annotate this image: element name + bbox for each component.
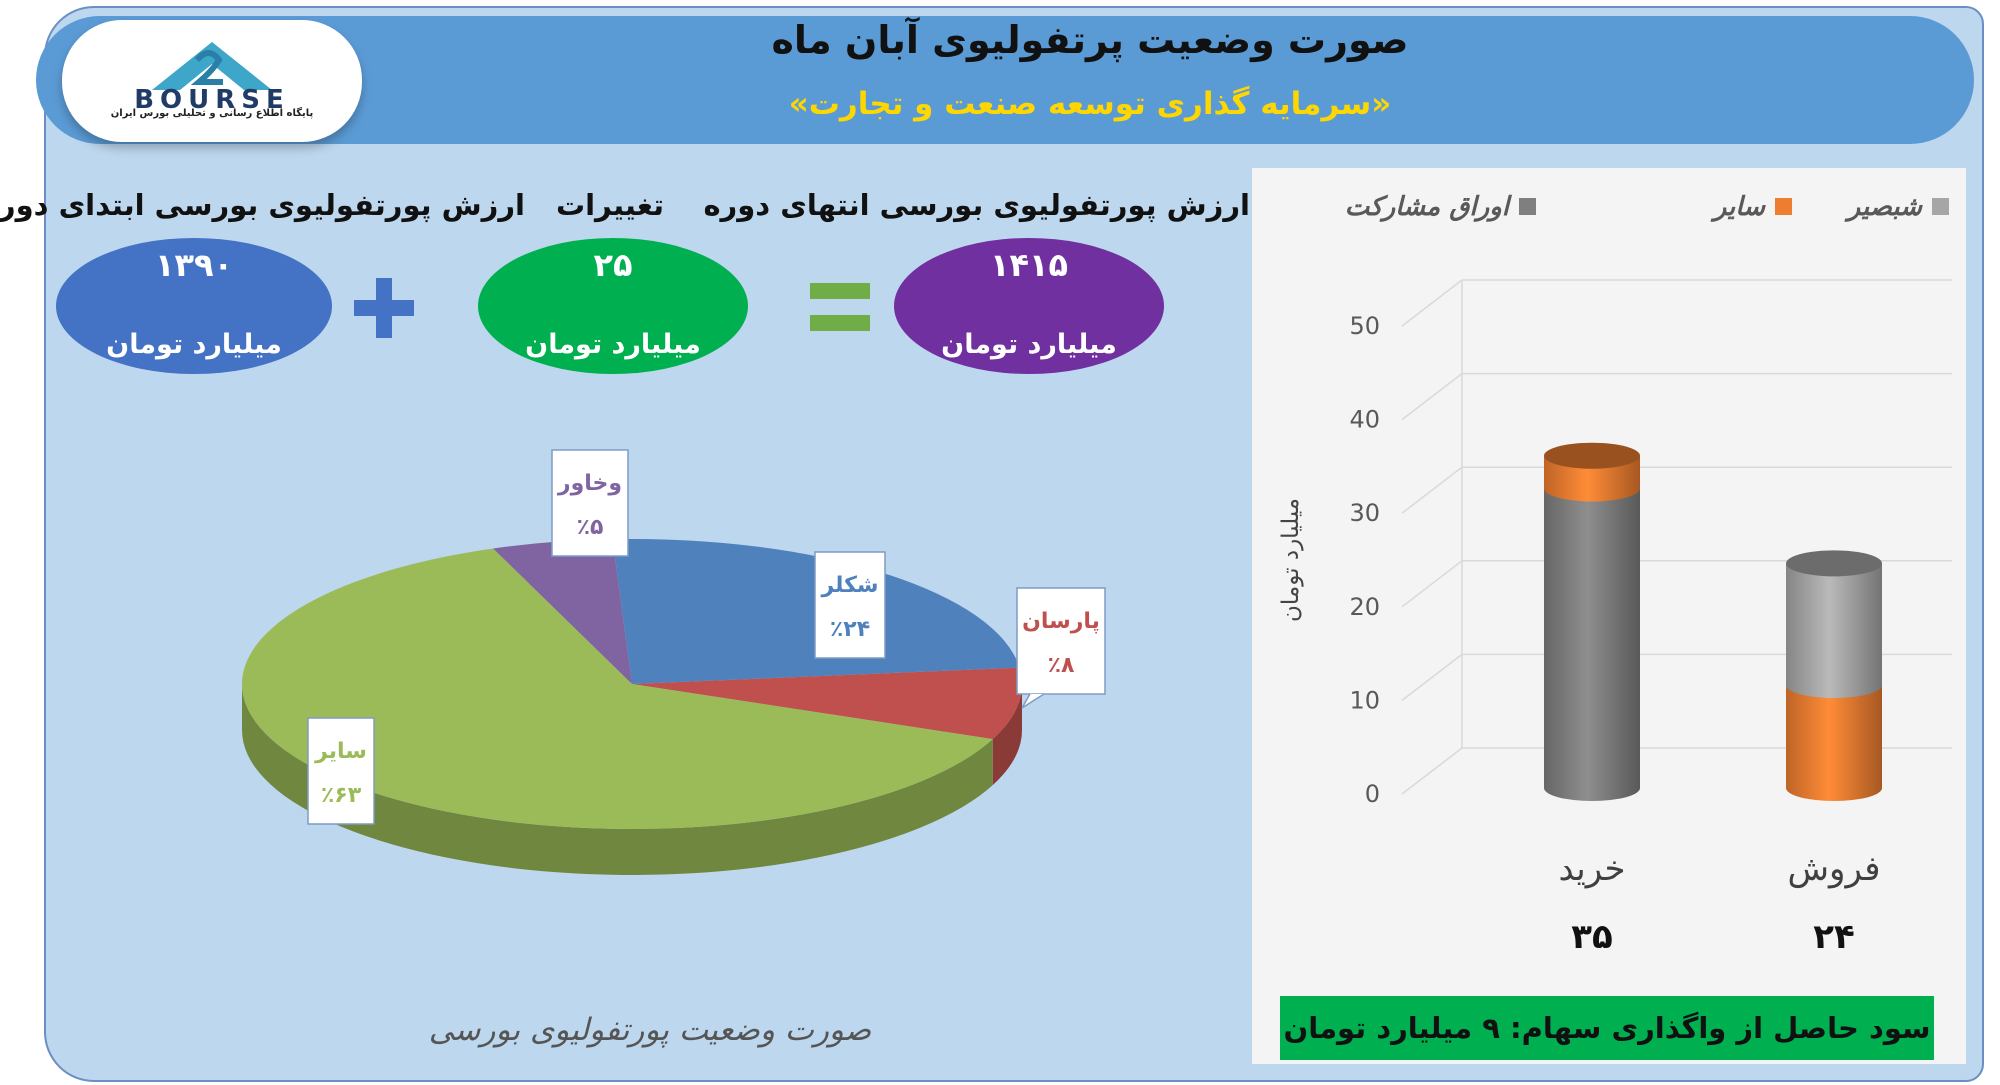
legend-label-0: شبصیر <box>1844 192 1924 222</box>
grid-diag-4 <box>1401 373 1463 421</box>
end-oval: ۱۴۱۵ میلیارد تومان <box>894 238 1164 374</box>
pie-label-name-2: سایر <box>314 739 367 764</box>
ytick-3: 30 <box>1349 499 1380 527</box>
pie-label-name-0: شکلر <box>820 573 878 598</box>
category-total-1: ۲۴ <box>1813 917 1855 957</box>
change-unit: میلیارد تومان <box>525 329 701 360</box>
pie-label-box-1 <box>1016 587 1106 695</box>
legend-swatch-2 <box>1519 198 1536 215</box>
ytick-2: 20 <box>1349 593 1380 621</box>
pie-label-value-2: ٪۶۳ <box>321 783 362 808</box>
pie-slice-1 <box>632 667 1022 740</box>
change-label: تغییرات <box>555 188 665 222</box>
pie-wall-1-0 <box>992 684 1022 786</box>
ytick-5: 50 <box>1349 312 1380 340</box>
bar-segment-فروش-2 <box>1786 563 1882 699</box>
bar-cap-1 <box>1786 550 1882 577</box>
change-oval: ۲۵ میلیارد تومان <box>478 238 748 374</box>
svg-text:BOURSE: BOURSE <box>134 85 290 115</box>
bar-segment-خرید-1 <box>1544 455 1640 502</box>
pie-slice-2 <box>242 548 993 829</box>
pie-caption: صورت وضعیت پورتفولیوی بورسی <box>428 1012 872 1048</box>
grid-diag-3 <box>1401 466 1463 514</box>
bar-cap-0 <box>1544 442 1640 469</box>
page-subtitle: «سرمایه گذاری توسعه صنعت و تجارت» <box>788 86 1392 122</box>
legend-label-1: سایر <box>1710 192 1767 222</box>
legend-swatch-1 <box>1775 198 1792 215</box>
pie-slice-3 <box>493 539 632 684</box>
pie-label-box-0 <box>814 551 886 659</box>
ytick-1: 10 <box>1349 686 1380 714</box>
plus-icon <box>354 278 414 338</box>
equals-icon <box>810 283 870 331</box>
bar-segment-خرید-0 <box>1544 488 1640 801</box>
change-value: ۲۵ <box>593 246 633 284</box>
grid-diag-5 <box>1401 279 1463 327</box>
pie-wall-2-0 <box>242 684 993 875</box>
start-oval: ۱۳۹۰ میلیارد تومان <box>56 238 332 374</box>
pie-label-box-2 <box>307 717 375 825</box>
start-unit: میلیارد تومان <box>106 329 282 360</box>
start-label: ارزش پورتفولیوی بورسی ابتدای دوره <box>0 188 525 222</box>
ytick-0: 0 <box>1365 780 1380 808</box>
pie-label-value-0: ٪۲۴ <box>830 617 870 642</box>
category-label-1: فروش <box>1788 849 1881 889</box>
pie-label-value-3: ٪۵ <box>577 515 604 540</box>
pie-chart: شکلر ٪۲۴ پارسان ٪۸ سایر ٪۶۳ وخاور ٪۵ <box>242 449 1106 875</box>
grid-diag-2 <box>1401 560 1463 608</box>
logo-graphic: BOURSE <box>134 42 290 115</box>
category-label-0: خرید <box>1558 849 1625 889</box>
page-title: صورت وضعیت پرتفولیوی آبان ماه <box>771 18 1409 62</box>
profit-banner: سود حاصل از واگذاری سهام: ۹ میلیارد توما… <box>1280 996 1934 1060</box>
grid-diag-0 <box>1401 747 1463 795</box>
legend-swatch-0 <box>1932 198 1949 215</box>
ytick-4: 40 <box>1349 406 1380 434</box>
grid-diag-1 <box>1401 653 1463 701</box>
bar-segment-فروش-1 <box>1786 685 1882 801</box>
pie-label-name-1: پارسان <box>1022 609 1100 634</box>
pie-label-value-1: ٪۸ <box>1048 653 1075 678</box>
category-total-0: ۳۵ <box>1571 917 1613 957</box>
start-value: ۱۳۹۰ <box>154 246 234 284</box>
pie-label-box-3 <box>551 449 629 557</box>
stacked-bar-chart: 0 10 20 30 40 50 میلیارد تومان شبصیر سایر اوراق م… <box>1278 192 1952 957</box>
pie-callout-pointer <box>1021 693 1045 709</box>
end-value: ۱۴۱۵ <box>989 246 1069 284</box>
end-label: ارزش پورتفولیوی بورسی انتهای دوره <box>703 188 1250 222</box>
pie-label-name-3: وخاور <box>557 471 622 496</box>
end-unit: میلیارد تومان <box>941 329 1117 360</box>
y-axis-label: میلیارد تومان <box>1278 498 1304 622</box>
bourse-logo: BOURSE پایگاه اطلاع رسانی و تحلیلی بورس … <box>62 20 362 142</box>
legend-label-2: اوراق مشارکت <box>1345 192 1513 222</box>
logo-subtext: پایگاه اطلاع رسانی و تحلیلی بورس ایران <box>110 108 314 119</box>
